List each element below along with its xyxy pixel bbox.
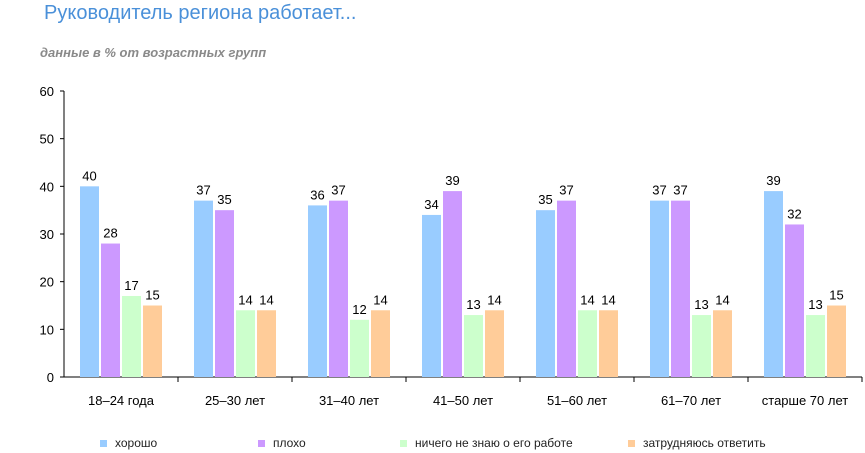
data-label: 13 [694,297,708,312]
bar [101,243,120,377]
bar [713,310,732,377]
data-label: 36 [310,187,324,202]
data-label: 14 [238,292,252,307]
data-label: 15 [829,288,843,303]
legend-swatch [400,439,407,447]
bar [827,305,846,377]
x-tick-label: 51–60 лет [547,393,607,408]
y-tick-label: 60 [40,84,54,99]
legend-label: затрудняюсь ответить [643,436,766,450]
legend-swatch [628,439,635,447]
legend-item: ничего не знаю о его работе [400,436,573,450]
data-label: 28 [103,226,117,241]
bar [257,310,276,377]
data-label: 14 [487,292,501,307]
x-tick-label: 31–40 лет [319,393,379,408]
chart-subtitle: данные в % от возрастных групп [40,45,267,60]
bar [671,200,690,377]
bar [422,214,441,377]
data-label: 13 [808,297,822,312]
bar [371,310,390,377]
data-label: 37 [331,183,345,198]
data-label: 13 [466,297,480,312]
bar [143,305,162,377]
legend-label: ничего не знаю о его работе [415,436,573,450]
data-label: 39 [445,173,459,188]
y-tick-label: 50 [40,132,54,147]
legend-swatch [258,439,265,447]
data-label: 14 [601,292,615,307]
legend-swatch [100,439,107,447]
x-tick-label: старше 70 лет [762,393,848,408]
bar [194,200,213,377]
bar [308,205,327,377]
data-label: 35 [217,192,231,207]
data-label: 37 [652,183,666,198]
y-tick-label: 20 [40,275,54,290]
bar [578,310,597,377]
bar [350,319,369,377]
data-label: 34 [424,197,438,212]
x-tick-label: 61–70 лет [661,393,721,408]
y-tick-label: 10 [40,322,54,337]
legend-label: хорошо [115,436,158,450]
bar [692,315,711,377]
bar [806,315,825,377]
data-label: 40 [82,168,96,183]
bar [329,200,348,377]
legend-item: затрудняюсь ответить [628,436,766,450]
bar [764,191,783,377]
y-tick-label: 0 [47,370,54,385]
bar [557,200,576,377]
data-label: 14 [373,292,387,307]
chart-title: Руководитель региона работает... [44,2,357,24]
bar [536,210,555,377]
data-label: 32 [787,206,801,221]
x-tick-label: 18–24 года [88,393,155,408]
data-label: 37 [196,183,210,198]
data-label: 14 [715,292,729,307]
bar [464,315,483,377]
data-label: 35 [538,192,552,207]
data-label: 37 [673,183,687,198]
x-tick-label: 25–30 лет [205,393,265,408]
bar [80,186,99,377]
bar [443,191,462,377]
y-tick-label: 40 [40,179,54,194]
bar [599,310,618,377]
legend-label: плохо [273,436,306,450]
bar [236,310,255,377]
y-tick-label: 30 [40,227,54,242]
x-tick-label: 41–50 лет [433,393,493,408]
data-label: 14 [580,292,594,307]
legend-item: хорошо [100,436,157,450]
data-label: 37 [559,183,573,198]
legend-item: плохо [258,436,306,450]
data-label: 12 [352,302,366,317]
data-label: 15 [145,288,159,303]
bar [650,200,669,377]
data-label: 17 [124,278,138,293]
bar [785,224,804,377]
data-label: 14 [259,292,273,307]
data-label: 39 [766,173,780,188]
bar [485,310,504,377]
bar [215,210,234,377]
bar [122,295,141,377]
